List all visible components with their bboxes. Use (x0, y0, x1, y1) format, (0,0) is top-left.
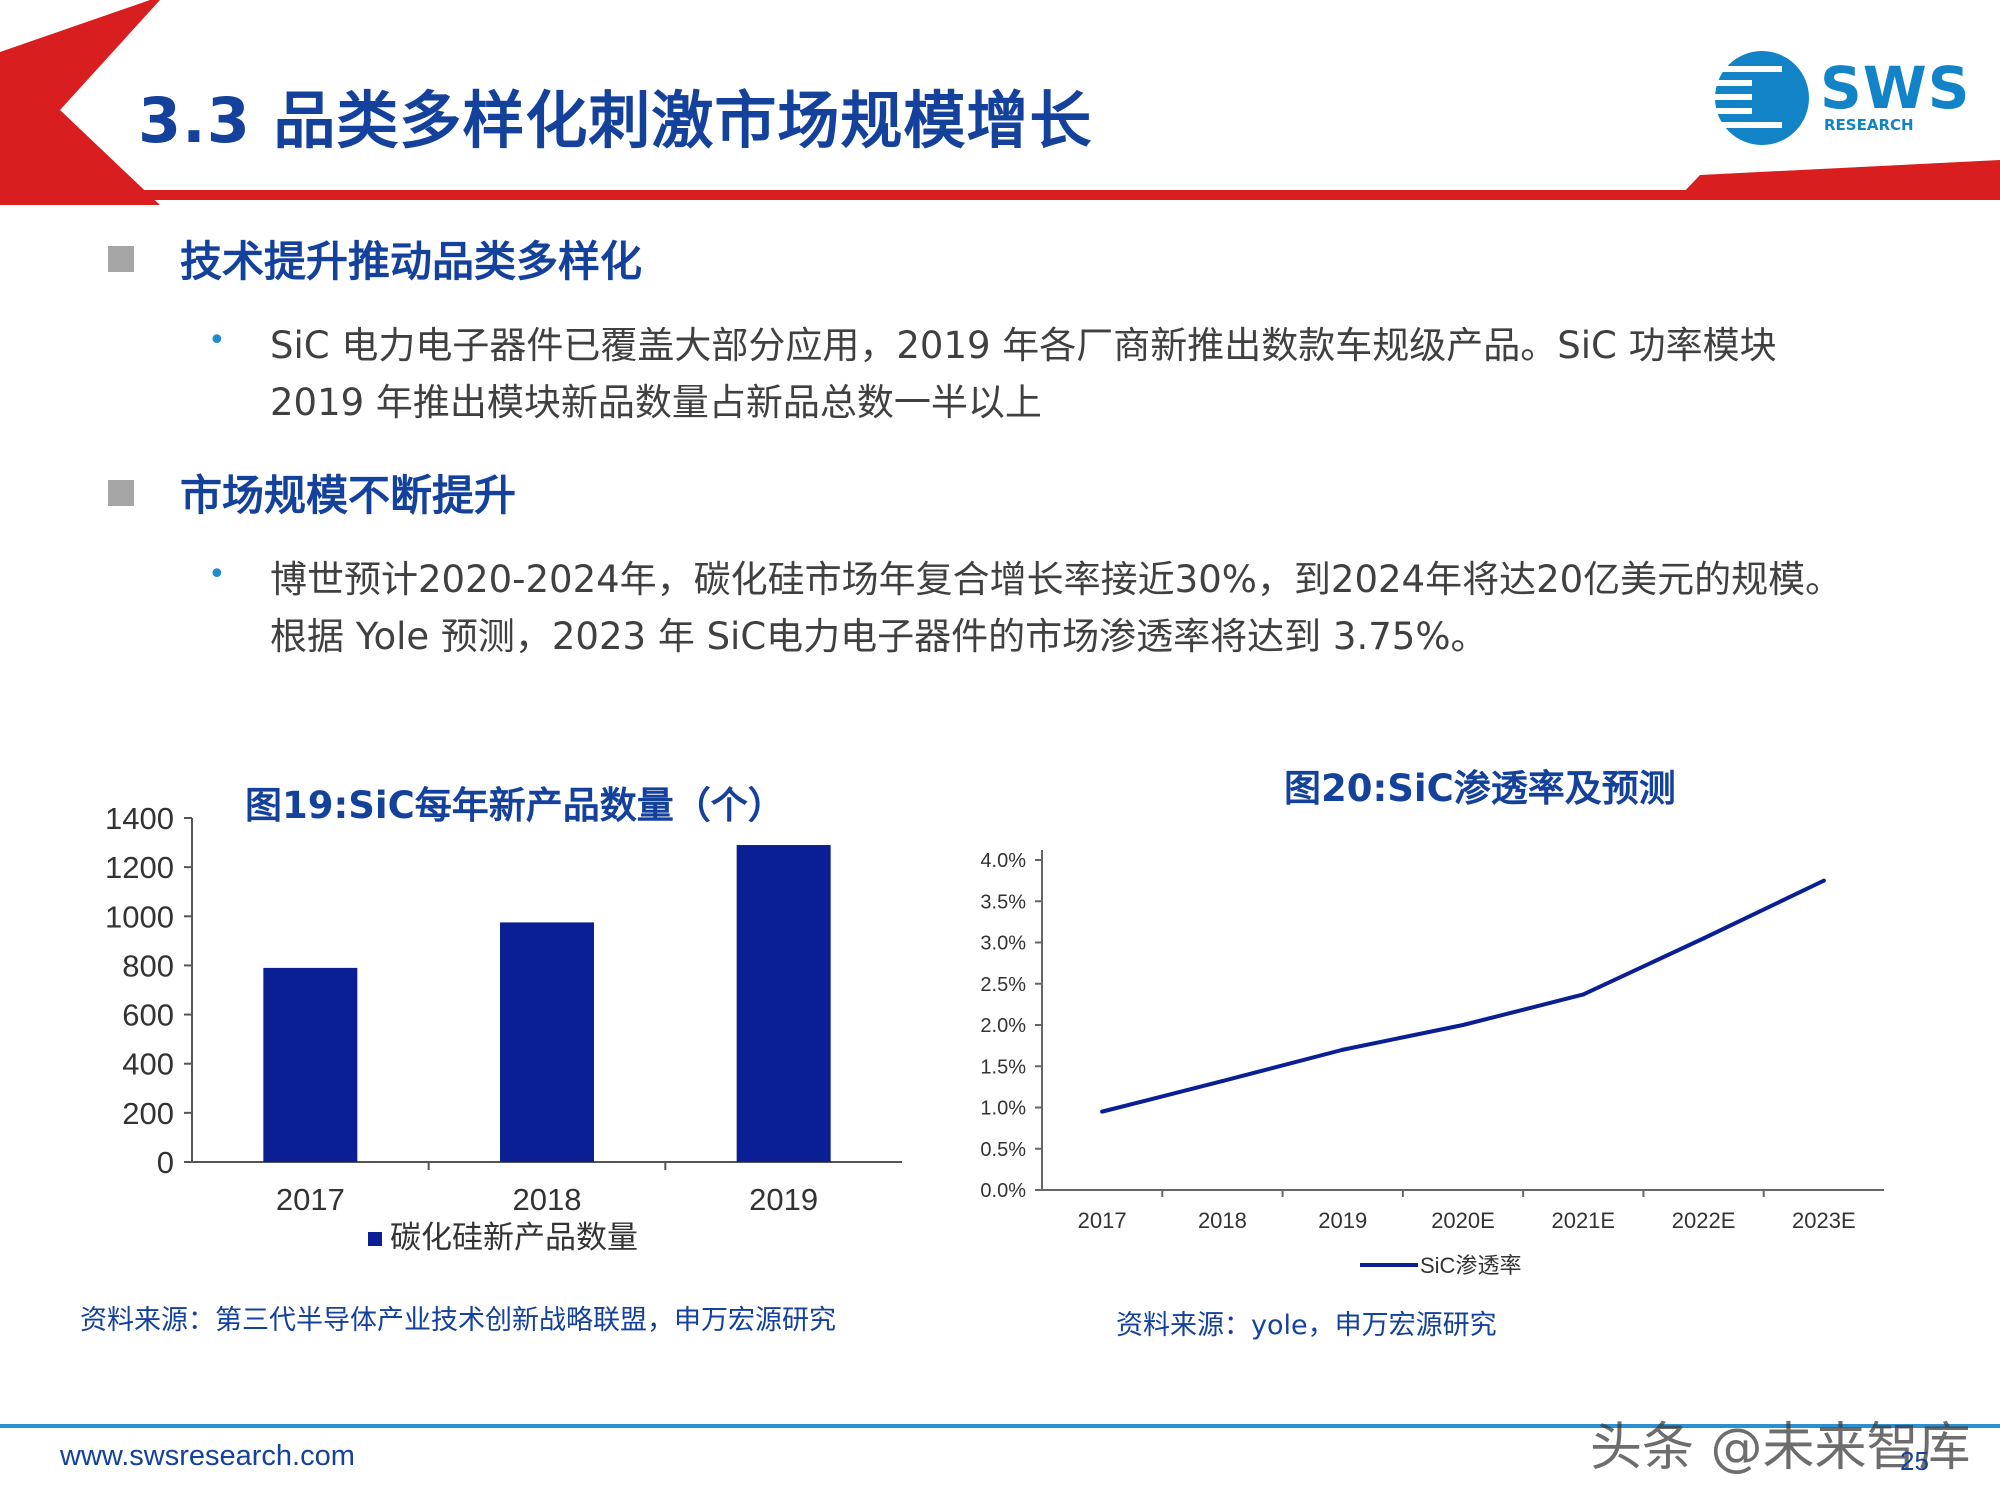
bullet-line: 2019 年推出模块新品数量占新品总数一半以上 (270, 381, 1042, 424)
y-tick-label: 1200 (105, 850, 174, 885)
bullet-line: 根据 Yole 预测，2023 年 SiC电力电子器件的市场渗透率将达到 3.7… (270, 615, 1488, 658)
x-tick-label: 2017 (276, 1182, 345, 1217)
bullet-line: SiC 电力电子器件已覆盖大部分应用，2019 年各厂商新推出数款车规级产品。S… (270, 324, 1777, 367)
y-tick-label: 0.0% (980, 1180, 1026, 1202)
y-tick-label: 1.0% (980, 1098, 1026, 1120)
header-band (0, 0, 2000, 210)
dot-bullet-icon: • (208, 323, 226, 358)
chart19-title: 图19:SiC每年新产品数量（个） (245, 784, 785, 827)
watermark: 头条 @未来智库 (1590, 1418, 1971, 1478)
chart19-source: 资料来源：第三代半导体产业技术创新战略联盟，申万宏源研究 (80, 1305, 836, 1336)
chart20-title: 图20:SiC渗透率及预测 (1284, 767, 1676, 810)
footer-url: www.swsresearch.com (60, 1440, 355, 1472)
sws-logo-icon (1712, 51, 1809, 145)
slide-title: 3.3 品类多样化刺激市场规模增长 (138, 84, 1093, 157)
bullet-text: 博世预计2020-2024年，碳化硅市场年复合增长率接近30%，到2024年将达… (270, 551, 1970, 665)
x-tick-label: 2018 (1198, 1208, 1247, 1233)
point-2022E (1701, 936, 1706, 941)
point-2019 (1340, 1047, 1345, 1052)
y-tick-label: 0 (157, 1145, 174, 1180)
section-heading: 技术提升推动品类多样化 (180, 237, 643, 286)
chart19-bar-chart: 0 200 400 600 800 1000 1200 1400 2017 2018 2019 碳化硅… (105, 801, 902, 1255)
x-tick-label: 2017 (1078, 1208, 1127, 1233)
logo-sub: RESEARCH (1824, 116, 1914, 134)
bullet-line: 博世预计2020-2024年，碳化硅市场年复合增长率接近30%，到2024年将达… (270, 558, 1843, 601)
chart20-source: 资料来源：yole，申万宏源研究 (1116, 1310, 1497, 1341)
logo-name: SWS (1820, 54, 1971, 122)
y-tick-label: 3.0% (980, 933, 1026, 955)
square-bullet-icon (108, 479, 134, 506)
section-tech: 技术提升推动品类多样化 • SiC 电力电子器件已覆盖大部分应用，2019 年各… (108, 228, 1968, 431)
y-tick-label: 800 (122, 948, 174, 983)
chart20-line-chart: 0.0% 0.5% 1.0% 1.5% 2.0% 2.5% 3.0% 3.5% 4.0% 2017… (980, 850, 1884, 1278)
point-2023E (1821, 878, 1826, 883)
y-tick-label: 1400 (105, 801, 174, 836)
legend-label: SiC渗透率 (1420, 1253, 1521, 1278)
y-tick-label: 2.0% (980, 1015, 1026, 1037)
x-tick-label: 2021E (1551, 1208, 1615, 1233)
section-heading-row: 市场规模不断提升 (108, 462, 1968, 523)
sws-logo: SWS RESEARCH (1712, 48, 1970, 148)
x-tick-label: 2020E (1431, 1208, 1495, 1233)
x-tick-label: 2019 (749, 1182, 818, 1217)
series-line-sic (1101, 878, 1825, 1114)
point-2021E (1581, 992, 1586, 997)
x-tick-label: 2018 (513, 1182, 582, 1217)
page-number: 25 (1900, 1446, 1929, 1476)
y-tick-label: 600 (122, 998, 174, 1033)
legend-label: 碳化硅新产品数量 (390, 1220, 638, 1255)
bullet-item: • SiC 电力电子器件已覆盖大部分应用，2019 年各厂商新推出数款车规级产品… (108, 317, 1968, 431)
bar-2019 (736, 845, 831, 1162)
x-tick-label: 2019 (1318, 1208, 1367, 1233)
section-market: 市场规模不断提升 • 博世预计2020-2024年，碳化硅市场年复合增长率接近3… (108, 462, 1968, 665)
y-tick-label: 1000 (105, 899, 174, 934)
y-tick-label: 400 (122, 1047, 174, 1082)
dot-bullet-icon: • (208, 557, 226, 592)
bullet-text: SiC 电力电子器件已覆盖大部分应用，2019 年各厂商新推出数款车规级产品。S… (270, 317, 1970, 431)
y-tick-label: 0.5% (980, 1139, 1026, 1161)
legend-swatch (368, 1232, 382, 1246)
y-tick-label: 2.5% (980, 974, 1026, 996)
x-tick-label: 2022E (1672, 1208, 1736, 1233)
bar-2017 (263, 967, 358, 1162)
section-heading: 市场规模不断提升 (180, 471, 517, 520)
y-tick-label: 1.5% (980, 1056, 1026, 1078)
x-tick-label: 2023E (1792, 1208, 1856, 1233)
point-2018 (1220, 1079, 1225, 1084)
bullet-item: • 博世预计2020-2024年，碳化硅市场年复合增长率接近30%，到2024年… (108, 551, 1968, 665)
point-2020E (1461, 1023, 1465, 1027)
y-tick-label: 4.0% (980, 850, 1026, 872)
section-heading-row: 技术提升推动品类多样化 (108, 228, 1968, 289)
point-2017 (1100, 1109, 1105, 1114)
bar-2018 (500, 922, 594, 1162)
footer-divider (0, 1424, 2000, 1428)
y-tick-label: 3.5% (980, 891, 1026, 913)
square-bullet-icon (108, 245, 134, 272)
y-tick-label: 200 (122, 1096, 174, 1131)
